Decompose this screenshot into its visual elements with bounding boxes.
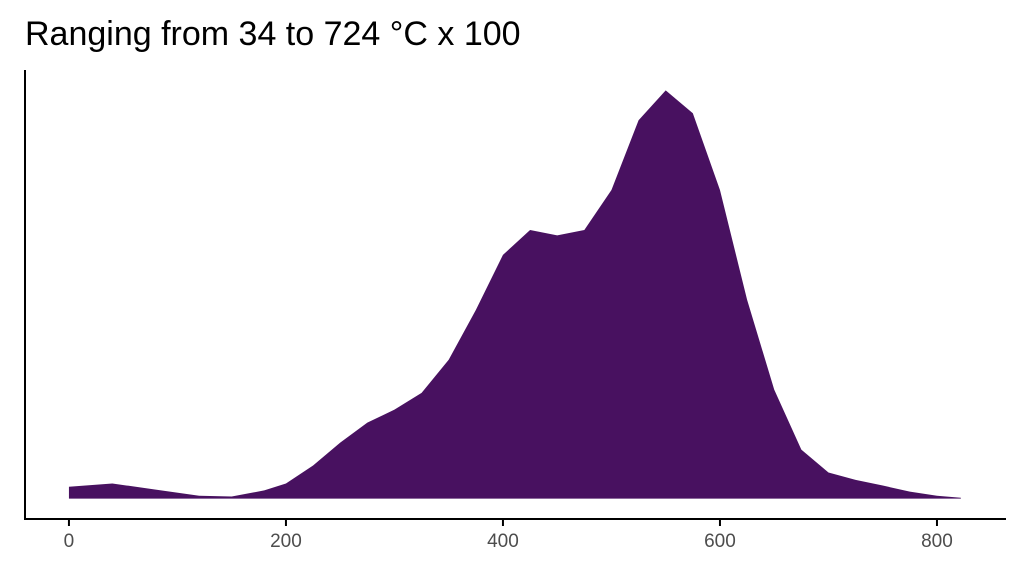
density-area [68,90,961,499]
x-tick-label: 800 [921,531,953,552]
x-tick-label: 0 [64,531,75,552]
x-tick-label: 400 [487,531,519,552]
x-tick-label: 200 [270,531,302,552]
chart-title: Ranging from 34 to 724 °C x 100 [25,15,521,53]
x-tick-label: 600 [704,531,736,552]
